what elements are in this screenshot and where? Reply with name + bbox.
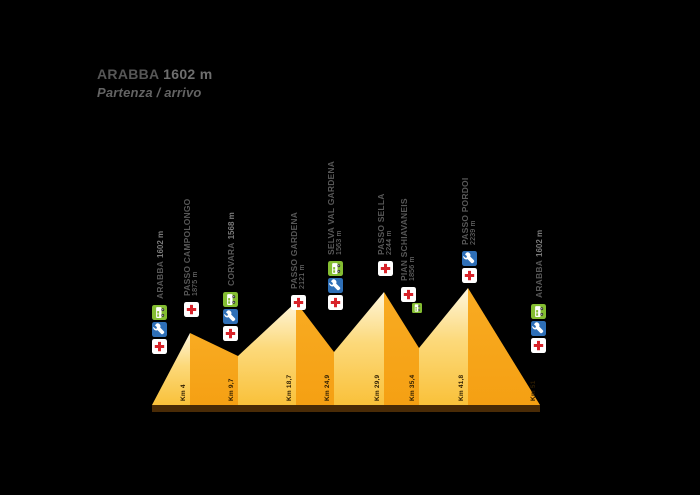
km-marker-km-51: Km 51	[530, 380, 537, 401]
wrench-icon	[530, 321, 546, 336]
red-cross-icon	[151, 339, 167, 354]
station-label: PASSO PORDOI 2239 m	[459, 177, 478, 245]
station-name: ARABBA	[534, 259, 544, 298]
station-label: ARABBA 1602 m	[530, 230, 546, 298]
station-label: PASSO CAMPOLONGO 1875 m	[181, 198, 200, 297]
station-label: PASSO GARDENA 2121 m	[288, 211, 307, 289]
title-subtitle: Partenza / arrivo	[97, 85, 202, 100]
title-elevation: 1602 m	[163, 66, 213, 82]
station-arabba-start: ARABBA 1602 m	[151, 231, 167, 354]
mountain-face-pordoi-left	[419, 288, 468, 405]
wrench-icon	[327, 278, 343, 293]
wrench-icon	[461, 251, 477, 266]
station-name: CORVARA	[226, 242, 236, 286]
station-name: ARABBA	[155, 260, 165, 299]
food-van-icon	[327, 261, 343, 276]
station-passo-gardena: PASSO GARDENA 2121 m	[288, 211, 307, 310]
food-van-icon	[222, 292, 238, 307]
title-name: ARABBA	[97, 66, 159, 82]
station-arabba-finish: ARABBA 1602 m	[530, 230, 546, 353]
red-cross-icon	[290, 295, 306, 310]
mountain-face-pordoi-right	[468, 288, 540, 405]
red-cross-icon	[400, 287, 416, 302]
red-cross-icon	[461, 268, 477, 283]
station-elevation: 2239 m	[470, 220, 478, 245]
km-marker-km-41-8: Km 41,8	[458, 374, 465, 401]
station-corvara: CORVARA 1568 m	[222, 212, 238, 341]
mountain-face-sella-left	[334, 292, 384, 405]
station-selva-val-gardena: SELVA VAL GARDENA 1563 m	[325, 160, 344, 310]
station-name: PASSO CAMPOLONGO	[181, 198, 192, 297]
red-cross-icon	[222, 326, 238, 341]
mountain-face-campolongo-right	[190, 333, 238, 405]
station-label: CORVARA 1568 m	[222, 212, 238, 286]
station-name: PASSO GARDENA	[288, 211, 299, 289]
red-cross-icon	[183, 302, 199, 317]
station-elevation: 1856 m	[409, 256, 417, 281]
mountain-face-campolongo-left	[152, 333, 190, 405]
km-marker-km-24-9: Km 24,9	[324, 374, 331, 401]
food-van-icon	[530, 304, 546, 319]
title-block: ARABBA 1602 m Partenza / arrivo	[97, 66, 212, 100]
station-name: PASSO SELLA	[375, 193, 386, 255]
red-cross-icon	[530, 338, 546, 353]
station-label: PASSO SELLA 2244 m	[375, 193, 394, 255]
station-pian-schiavaneis: PIAN SCHIAVANEIS 1856 m	[398, 198, 417, 302]
station-name: PIAN SCHIAVANEIS	[398, 198, 409, 281]
page-title: ARABBA 1602 m	[97, 66, 212, 82]
station-elevation: 2121 m	[299, 264, 307, 289]
station-elevation: 1602 m	[535, 229, 544, 257]
mountain-face-gardena-left	[238, 302, 296, 405]
mountain-face-gardena-right	[296, 302, 334, 405]
red-cross-icon	[377, 261, 393, 276]
station-passo-sella: PASSO SELLA 2244 m	[375, 193, 394, 276]
station-name: SELVA VAL GARDENA	[325, 160, 336, 255]
base-strip	[152, 405, 540, 412]
wrench-icon	[222, 309, 238, 324]
food-van-icon	[412, 303, 422, 313]
km-marker-km-4: Km 4	[180, 384, 187, 401]
station-passo-campolongo: PASSO CAMPOLONGO 1875 m	[181, 198, 200, 317]
km-marker-km-29-9: Km 29,9	[374, 374, 381, 401]
station-label: SELVA VAL GARDENA 1563 m	[325, 160, 344, 255]
station-name: PASSO PORDOI	[459, 177, 470, 245]
km-marker-km-9-7: Km 9,7	[228, 378, 235, 401]
station-elevation: 1602 m	[156, 230, 165, 258]
red-cross-icon	[327, 295, 343, 310]
station-passo-pordoi: PASSO PORDOI 2239 m	[459, 177, 478, 283]
food-van-icon	[151, 305, 167, 320]
station-label: PIAN SCHIAVANEIS 1856 m	[398, 198, 417, 281]
station-label: ARABBA 1602 m	[151, 231, 167, 299]
station-elevation: 1563 m	[336, 230, 344, 255]
km-marker-km-18-7: Km 18,7	[286, 374, 293, 401]
wrench-icon	[151, 322, 167, 337]
km-marker-km-35-4: Km 35,4	[409, 374, 416, 401]
station-elevation: 1875 m	[192, 271, 200, 296]
station-elevation: 1568 m	[227, 212, 236, 240]
station-elevation: 2244 m	[386, 230, 394, 255]
mountain-face-sella-right	[384, 292, 419, 405]
